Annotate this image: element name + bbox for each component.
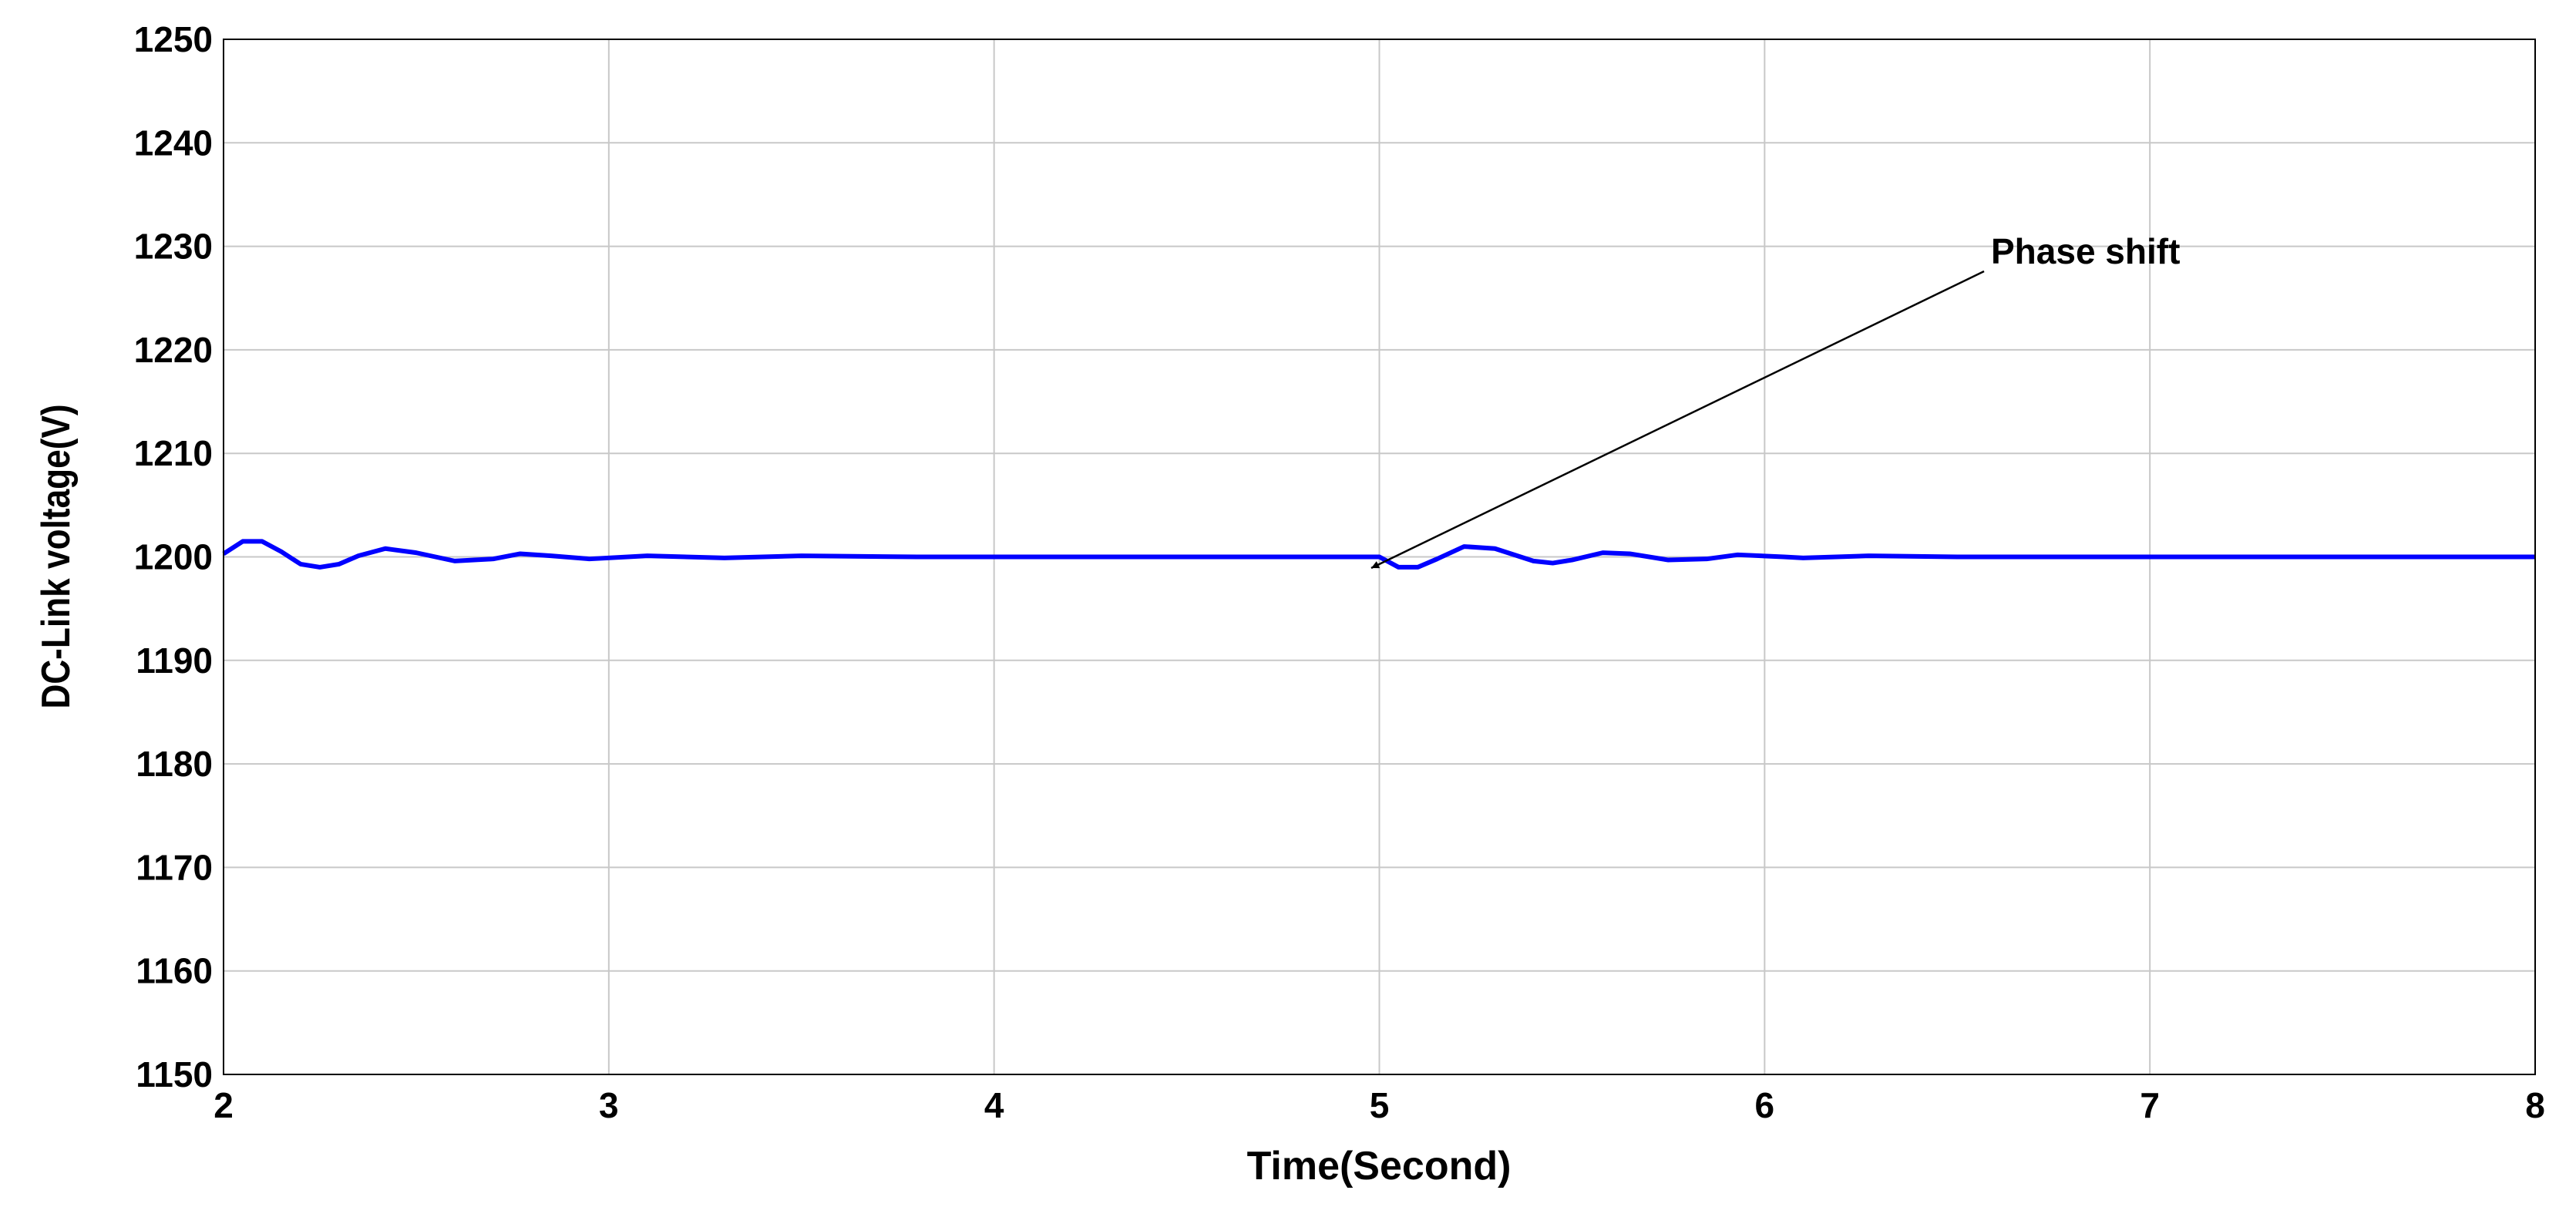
y-tick-label: 1190 bbox=[136, 640, 213, 681]
y-axis-label: DC-Link voltage(V) bbox=[34, 404, 79, 708]
annotation-arrow bbox=[1370, 270, 1985, 570]
y-tick-label: 1180 bbox=[136, 744, 213, 784]
data-line bbox=[222, 539, 2535, 570]
x-tick-label: 3 bbox=[599, 1085, 619, 1125]
x-tick-label: 8 bbox=[2525, 1085, 2545, 1125]
annotation: Phase shift bbox=[1991, 231, 2180, 271]
y-tick-label: 1220 bbox=[134, 330, 213, 370]
y-tick-label: 1250 bbox=[134, 19, 213, 59]
y-tick-label: 1150 bbox=[136, 1054, 213, 1094]
y-tick-label: 1240 bbox=[134, 123, 213, 163]
y-tick-label: 1200 bbox=[134, 537, 213, 577]
y-tick-label: 1170 bbox=[136, 847, 213, 887]
x-tick-label: 2 bbox=[214, 1085, 234, 1125]
x-tick-label: 6 bbox=[1755, 1085, 1775, 1125]
y-tick-label: 1160 bbox=[136, 951, 213, 991]
x-axis-label: Time(Second) bbox=[1247, 1144, 1512, 1189]
x-tick-label: 4 bbox=[984, 1085, 1004, 1125]
x-tick-label: 7 bbox=[2140, 1085, 2160, 1125]
plot bbox=[222, 539, 2535, 570]
x-tick-label: 5 bbox=[1370, 1085, 1390, 1125]
plot-frame bbox=[223, 39, 2536, 1075]
y-tick-label: 1230 bbox=[134, 227, 213, 267]
y-tick-label: 1210 bbox=[134, 433, 213, 473]
